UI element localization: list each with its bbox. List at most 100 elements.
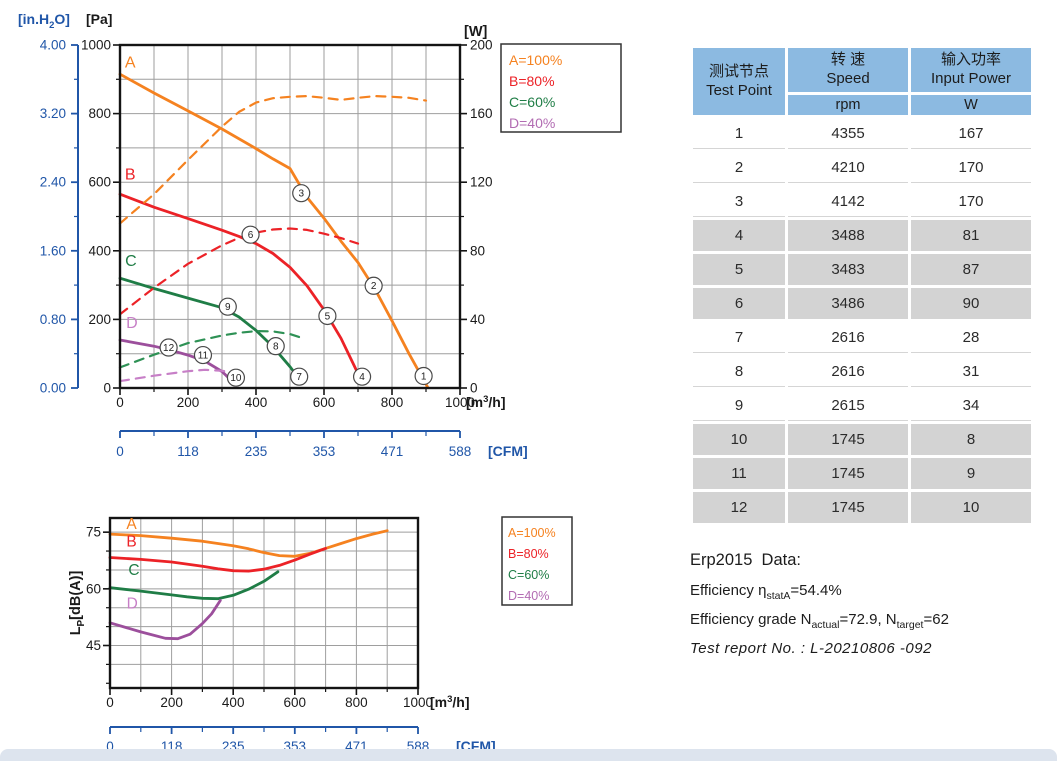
cell-test-point: 5: [693, 254, 785, 285]
header-speed: 转 速 Speed: [788, 48, 908, 92]
table-row: 7 2616 28: [693, 322, 1031, 353]
table-row: 1 4355 167: [693, 118, 1031, 149]
pa-tick-label: 400: [88, 243, 111, 258]
svg-text:6: 6: [248, 230, 254, 241]
cell-power: 167: [911, 118, 1031, 149]
header-speed-en: Speed: [826, 70, 870, 87]
x-tick-label: 800: [345, 695, 368, 710]
x-axis-unit-m3h: [m3/h]: [466, 394, 506, 410]
cell-speed: 3486: [788, 288, 908, 319]
cfm-tick-label: 588: [449, 444, 472, 459]
series-A-power: [118, 94, 428, 225]
svg-text:1: 1: [421, 371, 427, 382]
cell-test-point: 4: [693, 220, 785, 251]
cell-speed: 2615: [788, 390, 908, 421]
cell-speed: 3483: [788, 254, 908, 285]
svg-text:9: 9: [225, 302, 231, 313]
x-tick-label: 800: [381, 395, 404, 410]
cell-speed: 2616: [788, 356, 908, 387]
inh2o-tick-label: 3.20: [40, 106, 66, 121]
erp-efficiency-value: =54.4%: [790, 582, 842, 599]
erp-efficiency-pre: Efficiency η: [690, 582, 767, 599]
lp-axis-title: LP[dB(A)]: [68, 571, 87, 636]
w-tick-label: 0: [470, 381, 478, 396]
legend-item: A=100%: [508, 526, 556, 540]
cfm-tick-label: 118: [177, 444, 199, 459]
cell-power: 170: [911, 152, 1031, 183]
inh2o-tick-label: 0.80: [40, 312, 66, 327]
cell-power: 28: [911, 322, 1031, 353]
erp-data-block: Erp2015 Data: Efficiency ηstatA=54.4% Ef…: [690, 551, 1050, 657]
w-tick-label: 160: [470, 106, 493, 121]
inh2o-axis-title: [in.H2O]: [18, 11, 70, 31]
series-B-power: [118, 227, 360, 316]
test-point-marker-3: 3: [292, 184, 311, 203]
bottom-window-edge: [0, 749, 1057, 761]
cell-speed: 1745: [788, 424, 908, 455]
erp-grade-pre: Efficiency grade N: [690, 611, 812, 628]
legend-item: C=60%: [509, 94, 555, 110]
x-tick-label: 200: [177, 395, 200, 410]
test-point-marker-12: 12: [159, 338, 178, 357]
svg-text:4: 4: [359, 372, 365, 383]
test-point-marker-5: 5: [318, 306, 337, 326]
cell-speed: 4142: [788, 186, 908, 217]
table-row: 12 1745 10: [693, 492, 1031, 523]
cell-test-point: 10: [693, 424, 785, 455]
test-point-marker-8: 8: [266, 337, 285, 356]
svg-text:7: 7: [296, 372, 302, 383]
cell-speed: 4355: [788, 118, 908, 149]
db-tick-label: 45: [86, 638, 101, 653]
cell-power: 8: [911, 424, 1031, 455]
legend-pressure-chart: A=100% B=80% C=60% D=40%: [500, 43, 622, 133]
x-axis-unit-m3h: [m3/h]: [430, 694, 470, 710]
cell-test-point: 1: [693, 118, 785, 149]
pa-tick-label: 600: [88, 175, 111, 190]
cell-test-point: 9: [693, 390, 785, 421]
header-input-power: 输入功率 Input Power: [911, 48, 1031, 92]
legend-item: B=80%: [509, 73, 555, 89]
cfm-tick-label: 353: [313, 444, 336, 459]
x-tick-label: 200: [160, 695, 183, 710]
pa-tick-label: 200: [88, 312, 111, 327]
header-speed-unit: rpm: [788, 95, 908, 115]
test-point-marker-7: 7: [290, 367, 309, 386]
cfm-axis-title: [CFM]: [488, 443, 528, 459]
erp-grade-line: Efficiency grade Nactual=72.9, Ntarget=6…: [690, 611, 1050, 631]
table-row: 2 4210 170: [693, 152, 1031, 183]
curve-label-B: B: [126, 534, 136, 551]
svg-text:11: 11: [198, 350, 209, 361]
x-tick-label: 400: [245, 395, 268, 410]
cell-test-point: 2: [693, 152, 785, 183]
series-C-noise: [108, 570, 280, 601]
series-C-pressure: [118, 276, 303, 383]
cell-power: 31: [911, 356, 1031, 387]
curve-label-C: C: [125, 253, 137, 270]
svg-text:12: 12: [163, 343, 175, 354]
test-point-marker-10: 10: [226, 368, 246, 387]
curve-label-D: D: [126, 315, 138, 332]
test-point-table-wrap: 测试节点 Test Point 转 速 Speed 输入功率 Input Pow…: [690, 45, 1036, 526]
db-tick-label: 60: [86, 581, 101, 596]
test-point-marker-11: 11: [193, 345, 213, 365]
legend-item: B=80%: [508, 547, 549, 561]
legend-noise-chart: A=100% B=80% C=60% D=40%: [501, 516, 573, 606]
x-tick-label: 600: [284, 695, 307, 710]
erp-grade-sub-actual: actual: [811, 619, 840, 631]
test-point-marker-4: 4: [352, 367, 372, 386]
cfm-tick-label: 235: [245, 444, 268, 459]
table-row: 3 4142 170: [693, 186, 1031, 217]
cell-power: 81: [911, 220, 1031, 251]
cell-test-point: 11: [693, 458, 785, 489]
inh2o-tick-label: 4.00: [40, 38, 66, 53]
erp-grade-actual-value: =72.9, N: [839, 611, 897, 628]
legend-item: D=40%: [508, 589, 549, 603]
cell-test-point: 8: [693, 356, 785, 387]
cell-power: 34: [911, 390, 1031, 421]
table-row: 4 3488 81: [693, 220, 1031, 251]
svg-text:8: 8: [273, 342, 279, 353]
